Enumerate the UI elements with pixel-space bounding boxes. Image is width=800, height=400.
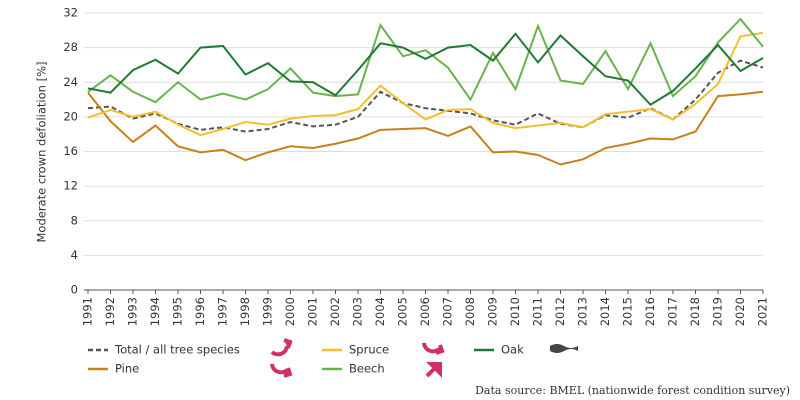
x-tick-label: 1998 [238,297,252,326]
x-tick-label: 2014 [598,297,612,326]
x-tick-label: 1996 [193,297,207,326]
x-tick-label: 2006 [418,297,432,326]
x-tick-label: 2005 [396,297,410,326]
x-tick-label: 2009 [486,297,500,326]
x-tick-label: 1995 [171,297,185,326]
legend-label: Pine [115,362,139,376]
y-tick-label: 24 [63,75,78,89]
source-note: Data source: BMEL (nationwide forest con… [475,384,790,397]
y-axis-label: Moderate crown defoliation [%] [35,61,49,242]
series-line [87,32,764,107]
legend-label: Spruce [349,343,389,357]
legend-label: Total / all tree species [114,343,240,357]
x-tick-label: 1997 [216,297,230,326]
series-line [87,31,764,137]
y-tick-label: 0 [71,283,78,297]
trend-icons [270,338,578,378]
series-line [87,17,764,104]
series-line [87,59,764,133]
x-tick-label: 2018 [688,297,702,326]
x-tick-label: 2002 [328,297,342,326]
x-tick-label: 1992 [103,297,117,326]
x-tick-label: 2010 [508,297,522,326]
x-tick-label: 1999 [261,297,275,326]
y-tick-label: 32 [63,6,78,20]
y-tick-label: 12 [63,179,78,193]
x-tick-label: 2001 [306,297,320,326]
y-tick-label: 16 [63,144,78,158]
x-tick-label: 2008 [463,297,477,326]
legend-label: Oak [501,343,524,357]
x-tick-label: 1994 [148,297,162,326]
x-tick-label: 2019 [711,297,725,326]
x-tick-label: 2016 [643,297,657,326]
x-tick-label: 2000 [283,297,297,326]
x-tick-label: 2017 [666,297,680,326]
x-tick-label: 2013 [576,297,590,326]
series-line [87,90,764,166]
x-tick-label: 2012 [553,297,567,326]
x-tick-label: 1993 [126,297,140,326]
x-tick-label: 2020 [733,297,747,326]
y-tick-label: 28 [63,40,78,54]
x-tick-label: 2021 [756,297,770,326]
legend-label: Beech [349,362,385,376]
y-tick-label: 4 [71,248,78,262]
x-tick-label: 2004 [373,297,387,326]
x-tick-label: 1991 [81,297,95,326]
y-tick-label: 8 [71,213,78,227]
y-tick-label: 20 [63,109,78,123]
x-tick-label: 2007 [441,297,455,326]
x-tick-label: 2015 [621,297,635,326]
x-tick-label: 2003 [351,297,365,326]
x-tick-label: 2011 [531,297,545,326]
